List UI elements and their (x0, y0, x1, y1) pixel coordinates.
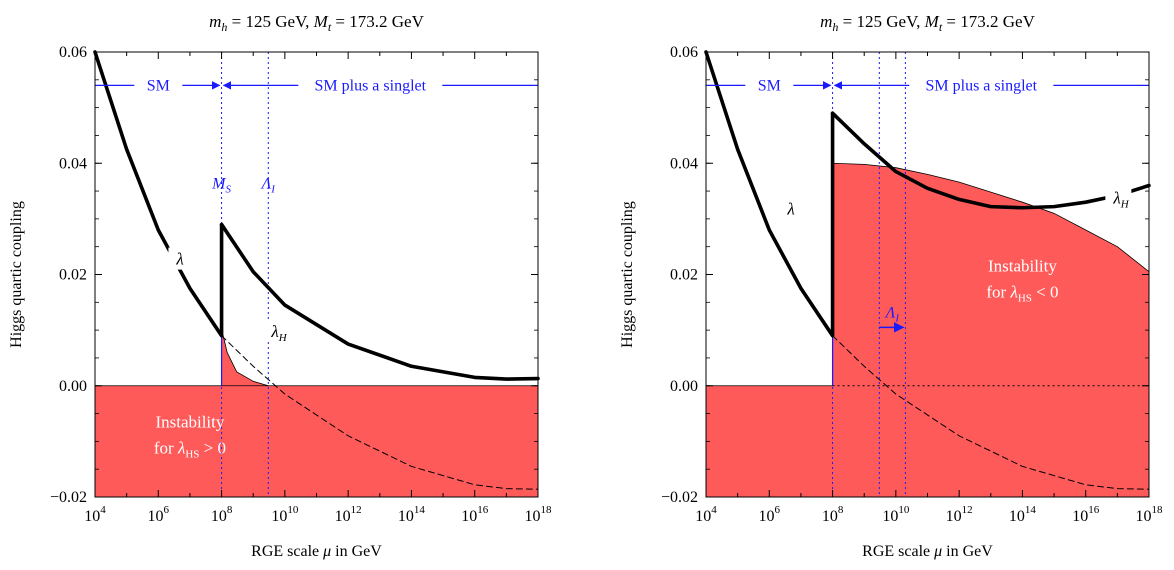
series-lambda-line (704, 50, 835, 338)
threshold-label: MS (211, 175, 231, 195)
region-label-line1: Instability (155, 412, 224, 431)
sm-label: SM (147, 77, 170, 94)
curve-label-background (168, 247, 185, 270)
curve-label: λH (1112, 188, 1129, 210)
region-label-line2: for λHS > 0 (154, 438, 226, 460)
singlet-label-background (298, 74, 443, 95)
y-axis-label: Higgs quartic coupling (619, 201, 636, 348)
curve-label-background (1105, 186, 1132, 209)
x-axis-label: RGE scale μ in GeV (862, 543, 993, 560)
singlet-label-background (909, 74, 1054, 95)
sm-label: SM (758, 77, 781, 94)
y-tick-label: 0.04 (670, 155, 698, 172)
chart-panel-right: λ λH Instability for λHS < 0 ΛI SM SM plus a s… (619, 12, 1163, 560)
y-tick-label: −0.02 (661, 489, 698, 506)
y-tick-label: 0.00 (59, 378, 87, 395)
y-axis-label: Higgs quartic coupling (8, 201, 25, 348)
x-tick-label: 106 (148, 504, 170, 525)
y-tick-label: 0.06 (59, 44, 87, 61)
singlet-label: SM plus a singlet (315, 77, 427, 94)
lambda-i-label: ΛI (884, 304, 901, 324)
x-tick-label: 1010 (882, 504, 910, 525)
x-tick-label: 1012 (335, 504, 362, 525)
y-tick-label: −0.02 (50, 489, 87, 506)
sm-label-background (134, 74, 183, 95)
x-tick-label: 104 (695, 504, 717, 525)
x-tick-label: 104 (84, 504, 106, 525)
y-tick-label: 0.06 (670, 44, 698, 61)
sm-label-background (745, 74, 794, 95)
threshold-label: ΛI (260, 175, 277, 195)
series-dashed-line (221, 335, 539, 490)
region-label-line1: Instability (988, 257, 1057, 276)
chart-title: mh = 125 GeV, Mt = 173.2 GeV (820, 12, 1035, 34)
x-axis-label: RGE scale μ in GeV (251, 543, 382, 560)
curve-label: λH (270, 322, 287, 344)
curve-label-background (263, 319, 290, 342)
x-tick-label: 108 (822, 504, 844, 525)
y-tick-label: 0.04 (59, 155, 87, 172)
x-tick-label: 1018 (525, 504, 553, 525)
y-tick-label: 0.00 (670, 378, 698, 395)
x-tick-label: 1012 (946, 504, 973, 525)
x-tick-label: 108 (211, 504, 233, 525)
curve-label-background (779, 197, 796, 220)
series-lambda-h-line (830, 111, 1151, 210)
y-tick-label: 0.02 (670, 267, 698, 284)
chart-title: mh = 125 GeV, Mt = 173.2 GeV (209, 12, 424, 34)
x-tick-label: 1014 (1009, 504, 1037, 525)
x-tick-label: 1010 (271, 504, 299, 525)
curve-label: λ (175, 250, 183, 269)
chart-panel-left: MS ΛI λ λH Instability for λHS > 0 SM SM plus a… (8, 12, 552, 560)
series-lambda-line (93, 50, 224, 338)
y-tick-label: 0.02 (59, 267, 87, 284)
region-boundary (832, 162, 1150, 386)
x-tick-label: 1016 (461, 504, 489, 525)
series-dashed-line (832, 335, 1150, 490)
curve-label: λ (786, 200, 794, 219)
x-tick-label: 1016 (1072, 504, 1100, 525)
instability-region (706, 163, 1149, 497)
region-label-line2: for λHS < 0 (986, 283, 1058, 305)
x-tick-label: 1018 (1136, 504, 1164, 525)
x-tick-label: 1014 (398, 504, 426, 525)
series-lambda-h-line (219, 222, 540, 381)
x-tick-label: 106 (759, 504, 781, 525)
instability-region (95, 329, 538, 497)
singlet-label: SM plus a singlet (926, 77, 1038, 94)
